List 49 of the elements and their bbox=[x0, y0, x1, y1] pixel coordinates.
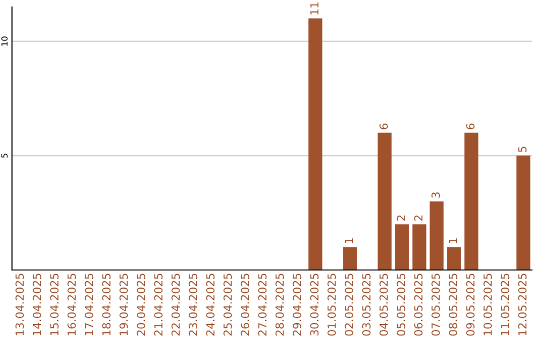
bar bbox=[395, 224, 409, 270]
x-tick-label: 18.04.2025 bbox=[102, 274, 111, 336]
x-tick-label: 12.05.2025 bbox=[518, 274, 527, 336]
y-tick-label: 10 bbox=[1, 36, 8, 46]
x-tick-label: 04.05.2025 bbox=[379, 274, 388, 336]
x-tick-label: 30.04.2025 bbox=[310, 274, 319, 336]
x-tick-label: 26.04.2025 bbox=[240, 274, 250, 336]
bar bbox=[447, 247, 461, 270]
data-label: 5 bbox=[518, 146, 527, 152]
x-tick-label: 02.05.2025 bbox=[344, 274, 354, 336]
bar bbox=[343, 247, 357, 270]
x-tick-label: 08.05.2025 bbox=[448, 274, 458, 336]
x-tick-label: 16.04.2025 bbox=[67, 274, 76, 336]
x-tick-label: 21.04.2025 bbox=[154, 274, 163, 336]
data-label: 2 bbox=[414, 216, 422, 221]
data-label: 11 bbox=[310, 2, 318, 14]
x-tick-label: 27.04.2025 bbox=[258, 274, 267, 336]
x-tick-label: 11.05.2025 bbox=[500, 274, 510, 336]
x-tick-label: 28.04.2025 bbox=[275, 274, 284, 336]
x-tick-label: 14.04.2025 bbox=[32, 274, 42, 336]
data-label: 6 bbox=[379, 124, 388, 130]
x-tick-label: 19.04.2025 bbox=[119, 274, 128, 336]
data-label: 2 bbox=[396, 216, 406, 221]
bar bbox=[308, 18, 322, 270]
x-tick-label: 24.04.2025 bbox=[206, 274, 215, 336]
x-tick-label: 07.05.2025 bbox=[431, 274, 440, 336]
data-label: 3 bbox=[431, 192, 440, 198]
x-tick-label: 05.05.2025 bbox=[396, 274, 406, 336]
x-tick-label: 06.05.2025 bbox=[414, 274, 423, 336]
x-tick-label: 17.04.2025 bbox=[84, 274, 94, 336]
x-tick-label: 01.05.2025 bbox=[327, 274, 336, 336]
data-label: 1 bbox=[344, 238, 354, 244]
x-tick-label: 10.05.2025 bbox=[483, 274, 492, 336]
bar bbox=[464, 132, 478, 270]
data-label: 6 bbox=[466, 124, 475, 130]
x-tick-label: 22.04.2025 bbox=[171, 274, 180, 336]
bar bbox=[516, 156, 530, 270]
x-tick-label: 03.05.2025 bbox=[362, 274, 371, 336]
data-label: 1 bbox=[448, 238, 458, 244]
x-tick-label: 25.04.2025 bbox=[223, 274, 232, 336]
bar bbox=[412, 224, 426, 270]
x-tick-label: 20.04.2025 bbox=[136, 274, 146, 336]
bar bbox=[378, 132, 392, 270]
x-tick-label: 23.04.2025 bbox=[188, 274, 198, 336]
x-tick-label: 15.04.2025 bbox=[50, 274, 59, 336]
x-tick-label: 13.04.2025 bbox=[15, 274, 24, 336]
bar bbox=[430, 201, 444, 270]
x-tick-label: 09.05.2025 bbox=[466, 274, 475, 336]
x-tick-label: 29.04.2025 bbox=[292, 274, 302, 336]
